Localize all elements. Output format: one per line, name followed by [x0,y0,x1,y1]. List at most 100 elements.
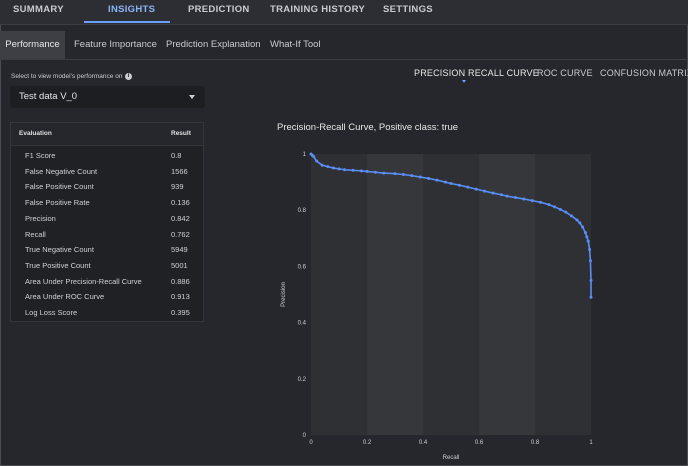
pr-curve-point [513,196,517,200]
pr-curve-point [499,193,503,197]
subnav-divider [0,59,688,60]
chart-tab-confusion-matrix[interactable]: CONFUSION MATRIX [600,68,688,78]
pr-curve-point [578,221,582,225]
pr-curve-point [564,210,568,214]
tab-insights[interactable]: INSIGHTS [108,4,156,15]
header-evaluation: Evaluation [19,130,52,137]
pr-curve-point [457,183,461,187]
x-tick-label: 0.6 [475,440,484,446]
pr-curve-point [588,259,592,263]
plot-band [367,154,423,435]
x-tick-label: 0.2 [363,440,372,446]
y-axis-label: Precision [281,282,287,307]
metric-name: Log Loss Score [25,308,78,317]
dataset-dropdown[interactable]: Test data V_0 [10,86,205,108]
sub-navigation: Performance Feature Importance Predictio… [0,31,688,60]
pr-curve-point [558,207,562,211]
metric-name: Recall [25,229,46,239]
pr-curve-point [589,278,593,282]
x-tick-label: 0.8 [531,440,540,446]
pr-curve-point [491,191,495,195]
chart-title: Precision-Recall Curve, Positive class: … [277,122,459,133]
metric-value: 0.395 [171,308,190,317]
pr-curve-point [382,171,386,175]
metric-value: 5949 [171,245,188,255]
table-row: Log Loss Score 0.395 [11,305,203,321]
chart-tab-precision-recall[interactable]: PRECISION RECALL CURVE [414,68,539,78]
tab-settings[interactable]: SETTINGS [383,4,433,15]
pr-curve-point [427,176,431,180]
table-row: F1 Score 0.8 [11,148,203,164]
plot-band [535,154,591,435]
metric-value: 0.842 [171,213,190,223]
pr-curve-point [466,185,470,189]
evaluation-table: Evaluation Result F1 Score 0.8 False Negat… [10,122,204,322]
table-row: False Positive Count 939 [11,179,203,195]
pr-curve-point [373,170,377,174]
pr-curve-point [401,173,405,177]
pr-curve-point [547,203,551,207]
x-tick-label: 0.4 [419,440,428,446]
plot-band [311,154,367,435]
pr-curve-point [410,174,414,178]
pr-curve-point [315,159,319,163]
table-row: False Negative Count 1566 [11,164,203,180]
pr-curve-point [331,166,335,170]
tab-prediction[interactable]: PREDICTION [188,4,250,15]
x-tick-label: 1 [589,440,593,446]
x-axis-label: Recall [443,455,460,461]
dataset-dropdown-value: Test data V_0 [19,91,78,102]
y-tick-label: 1 [303,152,307,158]
pr-curve-point [359,169,363,173]
metric-value: 0.136 [171,198,190,208]
table-row: Precision 0.842 [11,211,203,227]
active-tab-underline [84,21,170,23]
table-row: False Positive Rate 0.136 [11,195,203,211]
header-result: Result [171,130,191,137]
pr-curve-point [418,175,422,179]
metric-value: 0.762 [171,229,190,239]
metric-value: 5001 [171,260,188,270]
subtab-what-if-tool[interactable]: What-If Tool [270,39,321,50]
pr-curve-point [589,295,593,299]
pr-curve-point [483,189,487,193]
pr-curve-point [365,169,369,173]
metric-value: 939 [171,182,184,192]
pr-curve-point [569,214,573,218]
metric-name: Precision [25,213,56,223]
info-icon[interactable]: i [125,73,132,80]
chart-tab-roc-curve[interactable]: ROC CURVE [537,68,593,78]
pr-curve-point [583,231,587,235]
subtab-performance[interactable]: Performance [0,31,65,59]
y-tick-label: 0 [303,433,307,439]
pr-curve-point [312,155,316,159]
metric-name: Area Under ROC Curve [25,292,105,302]
pr-curve-point [337,167,341,171]
pr-curve-point [530,199,534,203]
pr-curve-point [588,248,592,252]
table-row: Area Under ROC Curve 0.913 [11,289,203,305]
table-row: True Negative Count 5949 [11,242,203,258]
pr-curve-point [539,200,543,204]
metric-name: True Negative Count [25,245,94,255]
metric-value: 0.913 [171,292,190,302]
y-tick-label: 0.6 [298,264,307,270]
table-row: True Positive Count 5001 [11,258,203,274]
metric-value: 1566 [171,166,188,176]
tab-training-history[interactable]: TRAINING HISTORY [270,4,366,15]
pr-curve-point [343,168,347,172]
metric-value: 0.886 [171,276,190,286]
subtab-feature-importance[interactable]: Feature Importance [74,39,157,50]
pr-curve-point [522,197,526,201]
y-tick-label: 0.8 [298,208,307,214]
plot-band [479,154,535,435]
subtab-prediction-explanation[interactable]: Prediction Explanation [166,39,261,50]
tab-summary[interactable]: SUMMARY [13,4,64,15]
pr-curve-point [449,182,453,186]
metric-name: False Positive Count [25,182,94,192]
pr-curve-point [575,218,579,222]
pr-curve-point [474,187,478,191]
metric-value: 0.8 [171,151,182,160]
pr-curve-point [435,178,439,182]
pr-curve-point [505,194,509,198]
